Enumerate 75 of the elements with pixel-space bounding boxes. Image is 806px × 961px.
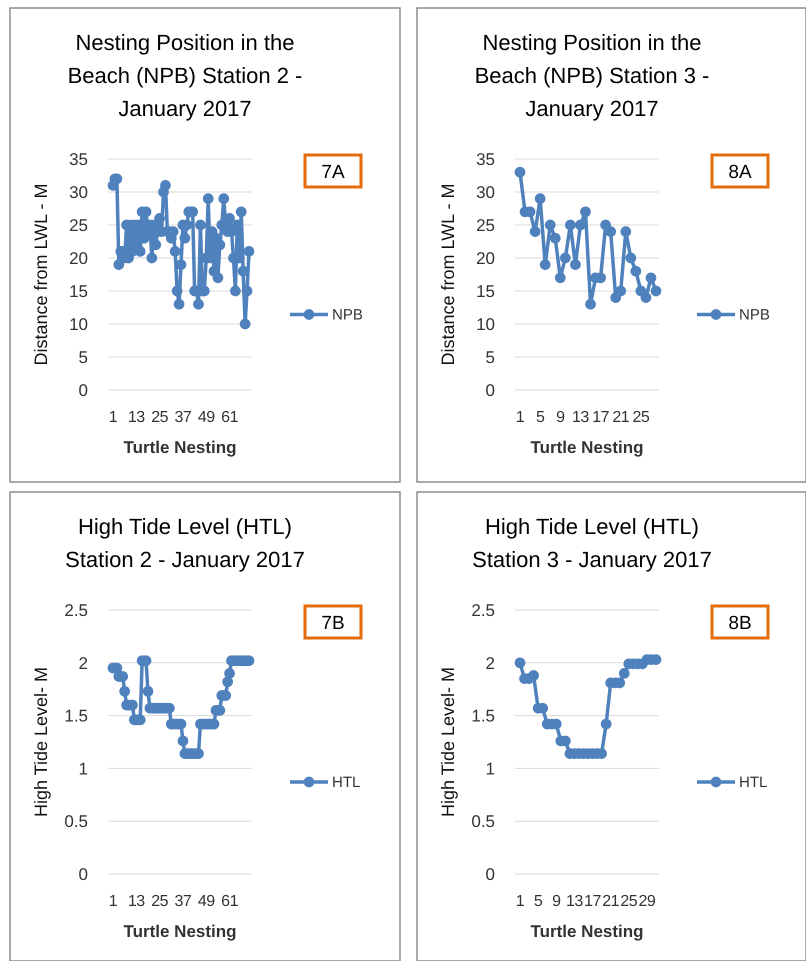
x-tick-label: 17 (584, 893, 602, 910)
y-axis-title: Distance from LWL - M (438, 183, 458, 366)
x-tick-label: 61 (221, 893, 239, 910)
y-tick-label: 20 (69, 249, 88, 268)
text: 7A (321, 162, 345, 183)
legend-label: NPB (739, 306, 770, 324)
y-axis-title: High Tide Level- M (438, 666, 458, 818)
x-tick-label: 1 (516, 409, 525, 426)
y-tick-label: 25 (476, 216, 495, 235)
x-tick-label: 25 (620, 893, 638, 910)
y-tick-label: 25 (69, 216, 88, 235)
y-tick-label: 2 (78, 654, 88, 673)
x-tick-label: 21 (612, 409, 630, 426)
x-axis-title: Turtle Nesting (123, 922, 237, 941)
y-tick-label: 0 (486, 381, 495, 400)
y-tick-label: 10 (476, 315, 495, 334)
text: 8B (728, 613, 752, 634)
x-tick-label: 9 (556, 409, 566, 426)
x-axis-title: Turtle Nesting (530, 922, 644, 941)
x-tick-label: 9 (552, 893, 562, 910)
y-tick-label: 10 (69, 315, 88, 334)
y-tick-label: 5 (78, 348, 88, 367)
text: 8A (728, 162, 752, 183)
x-tick-label: 37 (174, 893, 192, 910)
chart-title: High Tide Level (HTL) Station 2 - January 2017 (65, 514, 305, 572)
y-tick-label: 1.5 (471, 706, 495, 726)
y-tick-label: 35 (69, 150, 88, 169)
x-tick-label: 17 (592, 409, 610, 426)
x-tick-label: 21 (602, 893, 620, 910)
x-tick-label: 13 (128, 409, 146, 426)
x-tick-label: 5 (534, 893, 543, 910)
y-tick-label: 0 (78, 381, 88, 400)
x-tick-label: 61 (221, 409, 239, 426)
y-axis-title: Distance from LWL - M (31, 183, 51, 366)
chart-title: Nesting Position in the Beach (NPB) Station 2 - January 2017 (68, 30, 302, 121)
x-tick-label: 49 (198, 893, 216, 910)
x-tick-label: 1 (516, 893, 525, 910)
text: 7B (321, 613, 345, 634)
legend-label: NPB (332, 306, 363, 324)
y-tick-label: 20 (476, 249, 495, 268)
x-axis-title: Turtle Nesting (530, 438, 644, 457)
y-tick-label: 30 (476, 183, 495, 202)
y-tick-label: 1 (78, 759, 88, 778)
legend-label: HTL (332, 774, 360, 791)
x-tick-label: 13 (128, 893, 146, 910)
x-tick-label: 13 (572, 409, 590, 426)
y-tick-label: 35 (476, 150, 495, 169)
y-tick-label: 30 (69, 183, 88, 202)
x-tick-label: 25 (632, 409, 650, 426)
y-tick-label: 15 (69, 282, 88, 301)
y-tick-label: 1.5 (64, 706, 88, 726)
x-tick-label: 37 (174, 409, 192, 426)
x-tick-label: 49 (198, 409, 216, 426)
x-axis-title: Turtle Nesting (123, 438, 237, 457)
x-tick-label: 13 (566, 893, 584, 910)
y-tick-label: 0 (78, 865, 88, 884)
x-tick-label: 1 (108, 409, 118, 426)
legend-label: HTL (739, 774, 768, 791)
y-tick-label: 15 (476, 282, 495, 301)
x-tick-label: 25 (151, 893, 169, 910)
x-tick-label: 25 (151, 409, 169, 426)
y-tick-label: 0.5 (471, 812, 495, 832)
y-tick-label: 1 (486, 759, 495, 778)
y-axis-title: High Tide Level- M (31, 666, 51, 818)
y-tick-label: 5 (486, 348, 495, 367)
y-tick-label: 2.5 (64, 601, 88, 620)
x-tick-label: 5 (536, 409, 545, 426)
chart-title: High Tide Level (HTL) Station 3 - January 2017 (472, 514, 712, 572)
y-tick-label: 2 (486, 654, 495, 673)
y-tick-label: 0 (486, 865, 495, 884)
chart-title: Nesting Position in the Beach (NPB) Station 3 - January 2017 (474, 30, 710, 121)
x-tick-label: 1 (108, 893, 118, 910)
y-tick-label: 2.5 (471, 601, 495, 620)
y-tick-label: 0.5 (64, 812, 88, 832)
x-tick-label: 29 (638, 893, 656, 910)
